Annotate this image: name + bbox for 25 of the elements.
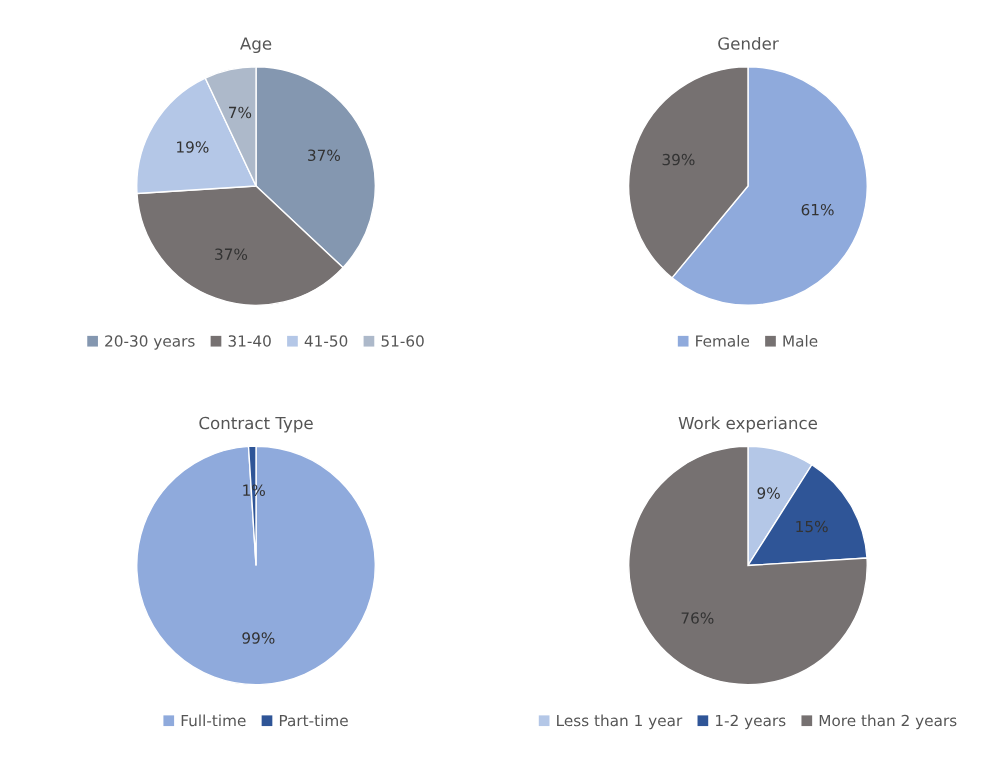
chart-title: Contract Type: [199, 416, 313, 433]
legend-label: 1-2 years: [716, 714, 786, 730]
data-label: 37%: [215, 248, 248, 260]
legend-label: 41-50: [304, 335, 348, 347]
data-label: 7%: [229, 106, 252, 119]
legend-label: Male: [783, 334, 818, 347]
data-label: 99%: [242, 632, 275, 644]
chart-title: Gender: [718, 36, 779, 50]
legend-label: Part-time: [279, 714, 348, 727]
legend-label: 20-30 years: [105, 335, 195, 350]
chart-title: Age: [240, 37, 272, 54]
chart-title: Work experiance: [678, 416, 818, 433]
legend-label: Less than 1 year: [557, 714, 683, 730]
legend-label: 51-60: [381, 335, 424, 347]
legend-label: 31-40: [228, 335, 271, 347]
data-label: 19%: [177, 141, 209, 153]
legend-label: More than 2 years: [819, 714, 957, 730]
legend-label: Full-time: [181, 714, 246, 727]
data-label: 37%: [308, 149, 341, 162]
data-label: 61%: [801, 203, 834, 216]
data-label: 76%: [681, 612, 714, 624]
data-label: 15%: [796, 520, 828, 533]
data-label: 9%: [757, 487, 780, 499]
legend-label: Female: [696, 334, 750, 347]
data-label: 39%: [662, 153, 695, 166]
